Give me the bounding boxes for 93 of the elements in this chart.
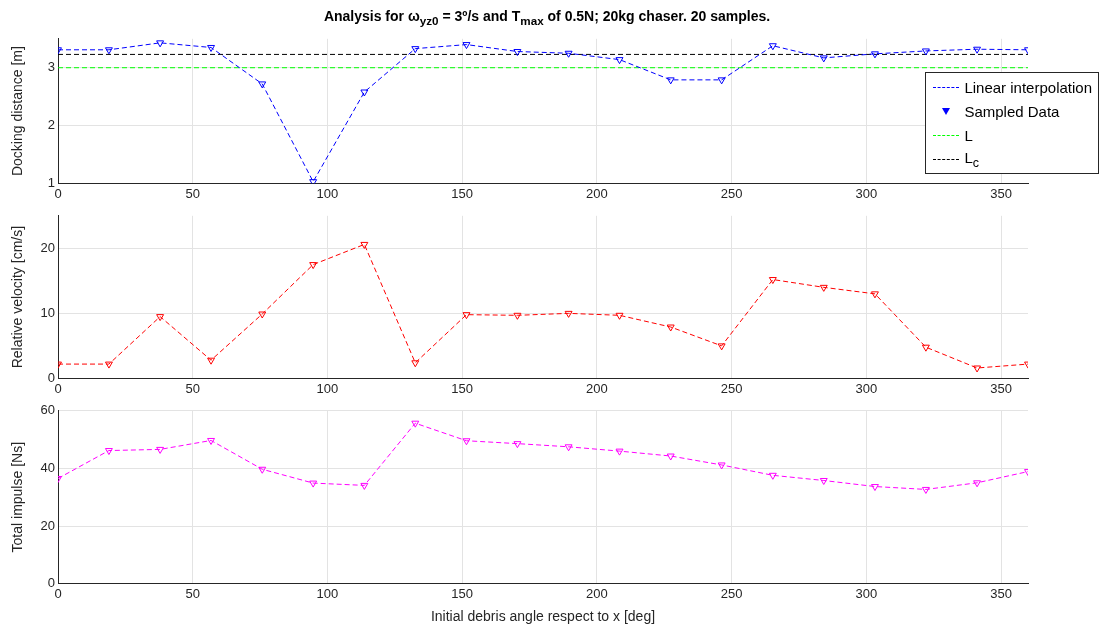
x-tick-label: 50 bbox=[185, 185, 200, 201]
point bbox=[921, 344, 930, 352]
x-tick-label: 150 bbox=[451, 185, 474, 201]
point bbox=[309, 480, 318, 488]
y-tick-label: 3 bbox=[47, 59, 55, 75]
point bbox=[870, 51, 879, 59]
y-tick-label: 0 bbox=[47, 575, 55, 591]
x-tick-label: 300 bbox=[855, 185, 878, 201]
x-tick-label: 350 bbox=[990, 380, 1012, 396]
point bbox=[462, 42, 471, 50]
point bbox=[870, 291, 879, 299]
x-tick-label: 300 bbox=[855, 380, 878, 396]
point bbox=[921, 48, 930, 56]
y-tick-label: 60 bbox=[40, 402, 55, 418]
x-tick-label: 250 bbox=[720, 380, 743, 396]
point bbox=[768, 277, 777, 285]
y-tick-label: 20 bbox=[40, 239, 55, 255]
x-tick-label: 200 bbox=[586, 585, 608, 601]
point bbox=[258, 311, 267, 319]
x-axis-title: Initial debris angle respect to x [deg] bbox=[430, 608, 656, 625]
point bbox=[973, 365, 982, 373]
point bbox=[564, 444, 573, 452]
y-tick-label: 40 bbox=[40, 459, 55, 475]
y-tick-label: 20 bbox=[40, 517, 55, 533]
y-axis-title: Relative velocity [cm/s] bbox=[9, 225, 26, 369]
point bbox=[921, 486, 930, 494]
point bbox=[156, 314, 165, 322]
point bbox=[104, 47, 113, 55]
x-tick-label: 350 bbox=[990, 585, 1012, 601]
point bbox=[462, 438, 471, 446]
point bbox=[819, 284, 828, 292]
point bbox=[819, 478, 828, 485]
point bbox=[360, 89, 369, 97]
point bbox=[615, 448, 624, 456]
x-tick-label: 200 bbox=[586, 380, 608, 396]
point bbox=[973, 480, 982, 488]
legend-label: L bbox=[964, 126, 973, 144]
point bbox=[973, 46, 982, 54]
point bbox=[666, 77, 675, 85]
x-tick-label: 100 bbox=[316, 185, 339, 201]
point bbox=[666, 324, 675, 332]
point bbox=[564, 310, 573, 318]
point bbox=[615, 312, 624, 320]
point bbox=[768, 472, 777, 480]
point bbox=[717, 462, 726, 470]
point bbox=[666, 453, 675, 461]
point bbox=[768, 43, 777, 51]
point bbox=[513, 441, 522, 449]
x-tick-label: 150 bbox=[451, 585, 474, 601]
x-tick-label: 350 bbox=[990, 185, 1012, 201]
x-tick-label: 250 bbox=[720, 185, 743, 201]
point bbox=[258, 466, 267, 474]
point bbox=[411, 46, 420, 54]
y-tick-label: 0 bbox=[47, 369, 55, 385]
legend-label: Linear interpolation bbox=[964, 78, 1092, 96]
point bbox=[411, 420, 420, 428]
y-axis-title: Total impulse [Ns] bbox=[9, 441, 26, 553]
point bbox=[207, 357, 216, 365]
point bbox=[360, 482, 369, 490]
point bbox=[819, 55, 828, 63]
y-tick-label: 2 bbox=[47, 117, 55, 133]
point bbox=[615, 57, 624, 65]
point bbox=[156, 40, 165, 48]
y-tick-label: 1 bbox=[47, 174, 55, 190]
x-tick-label: 300 bbox=[855, 585, 878, 601]
point bbox=[462, 312, 471, 320]
x-tick-label: 250 bbox=[720, 585, 743, 601]
chart-title: Analysis for ω$_{yz0}$ = 3º/s and T$_{max}$ of 0.5N; 20kg chaser. 20 samples. bbox=[322, 8, 772, 28]
point bbox=[360, 241, 369, 249]
x-tick-label: 100 bbox=[316, 585, 339, 601]
point bbox=[717, 77, 726, 85]
point bbox=[207, 44, 216, 52]
x-tick-label: 100 bbox=[316, 380, 339, 396]
point bbox=[207, 437, 216, 445]
x-tick-label: 50 bbox=[185, 585, 200, 601]
point bbox=[104, 361, 113, 369]
point bbox=[258, 81, 267, 89]
x-tick-label: 200 bbox=[586, 185, 608, 201]
point bbox=[104, 448, 113, 456]
point bbox=[411, 360, 420, 368]
point bbox=[513, 49, 522, 57]
x-tick-label: 150 bbox=[451, 380, 474, 396]
y-tick-label: 10 bbox=[40, 304, 55, 320]
y-axis-title: Docking distance [m] bbox=[9, 46, 26, 177]
point bbox=[513, 312, 522, 320]
x-tick-label: 50 bbox=[185, 380, 200, 396]
legend-label: Sampled Data bbox=[964, 102, 1060, 120]
point bbox=[309, 262, 318, 270]
point bbox=[717, 343, 726, 351]
point bbox=[870, 484, 879, 492]
legend-label: L$_{c}$ bbox=[964, 148, 979, 170]
point bbox=[564, 50, 573, 58]
point bbox=[156, 446, 165, 454]
